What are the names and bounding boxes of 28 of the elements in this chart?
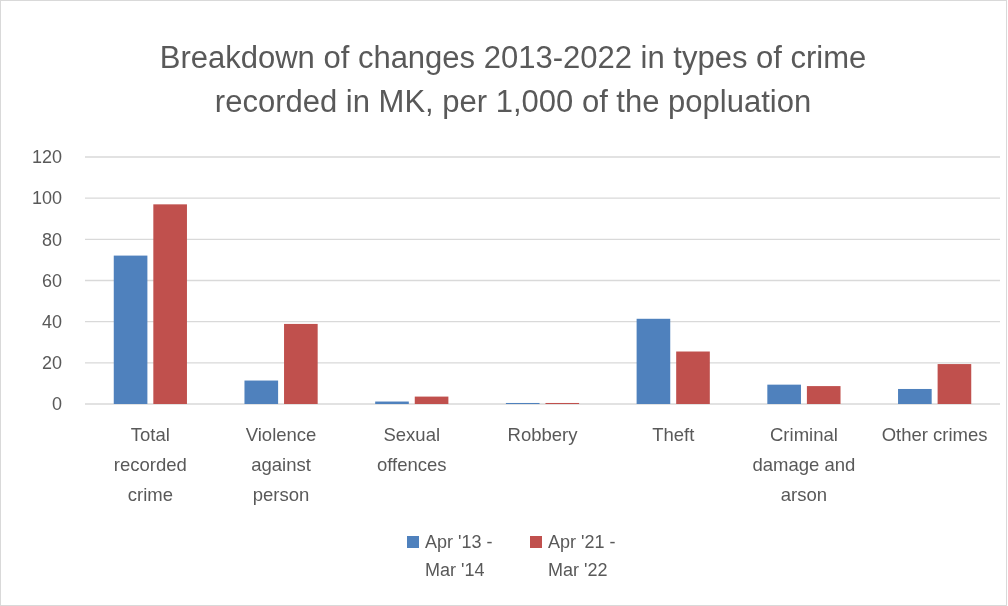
x-tick-label: Robbery	[507, 424, 579, 445]
y-tick-label: 40	[41, 311, 62, 332]
bar	[806, 386, 841, 404]
bar	[284, 323, 318, 404]
bar	[153, 204, 187, 404]
bar	[767, 384, 801, 404]
x-tick-label: Theft	[652, 424, 695, 445]
y-tick-label: 20	[41, 353, 62, 374]
y-tick-label: 120	[31, 147, 62, 168]
bar	[414, 396, 449, 404]
bar	[676, 351, 710, 404]
y-tick-label: 80	[41, 229, 62, 250]
x-tick-label: Total recorded crime	[113, 424, 187, 505]
bar	[937, 364, 972, 404]
bar	[113, 255, 148, 404]
y-tick-label: 60	[41, 270, 62, 291]
bar	[898, 388, 932, 404]
x-tick-label: Violence against person	[245, 424, 317, 505]
x-tick-label: Sexual offences	[376, 424, 447, 475]
y-tick-label: 0	[51, 394, 62, 415]
chart-title: Breakdown of changes 2013-2022 in types of crime recorded in MK, per 1,000 of the popluation	[159, 40, 867, 119]
legend-label: Apr '21 - Mar '22	[548, 532, 616, 580]
bar	[244, 380, 279, 404]
x-tick-label: Other crimes	[881, 424, 988, 445]
x-tick-label: Criminal damage and arson	[752, 424, 856, 505]
legend-label: Apr '13 - Mar '14	[425, 532, 493, 580]
bar	[636, 318, 671, 404]
y-tick-label: 100	[31, 188, 62, 209]
